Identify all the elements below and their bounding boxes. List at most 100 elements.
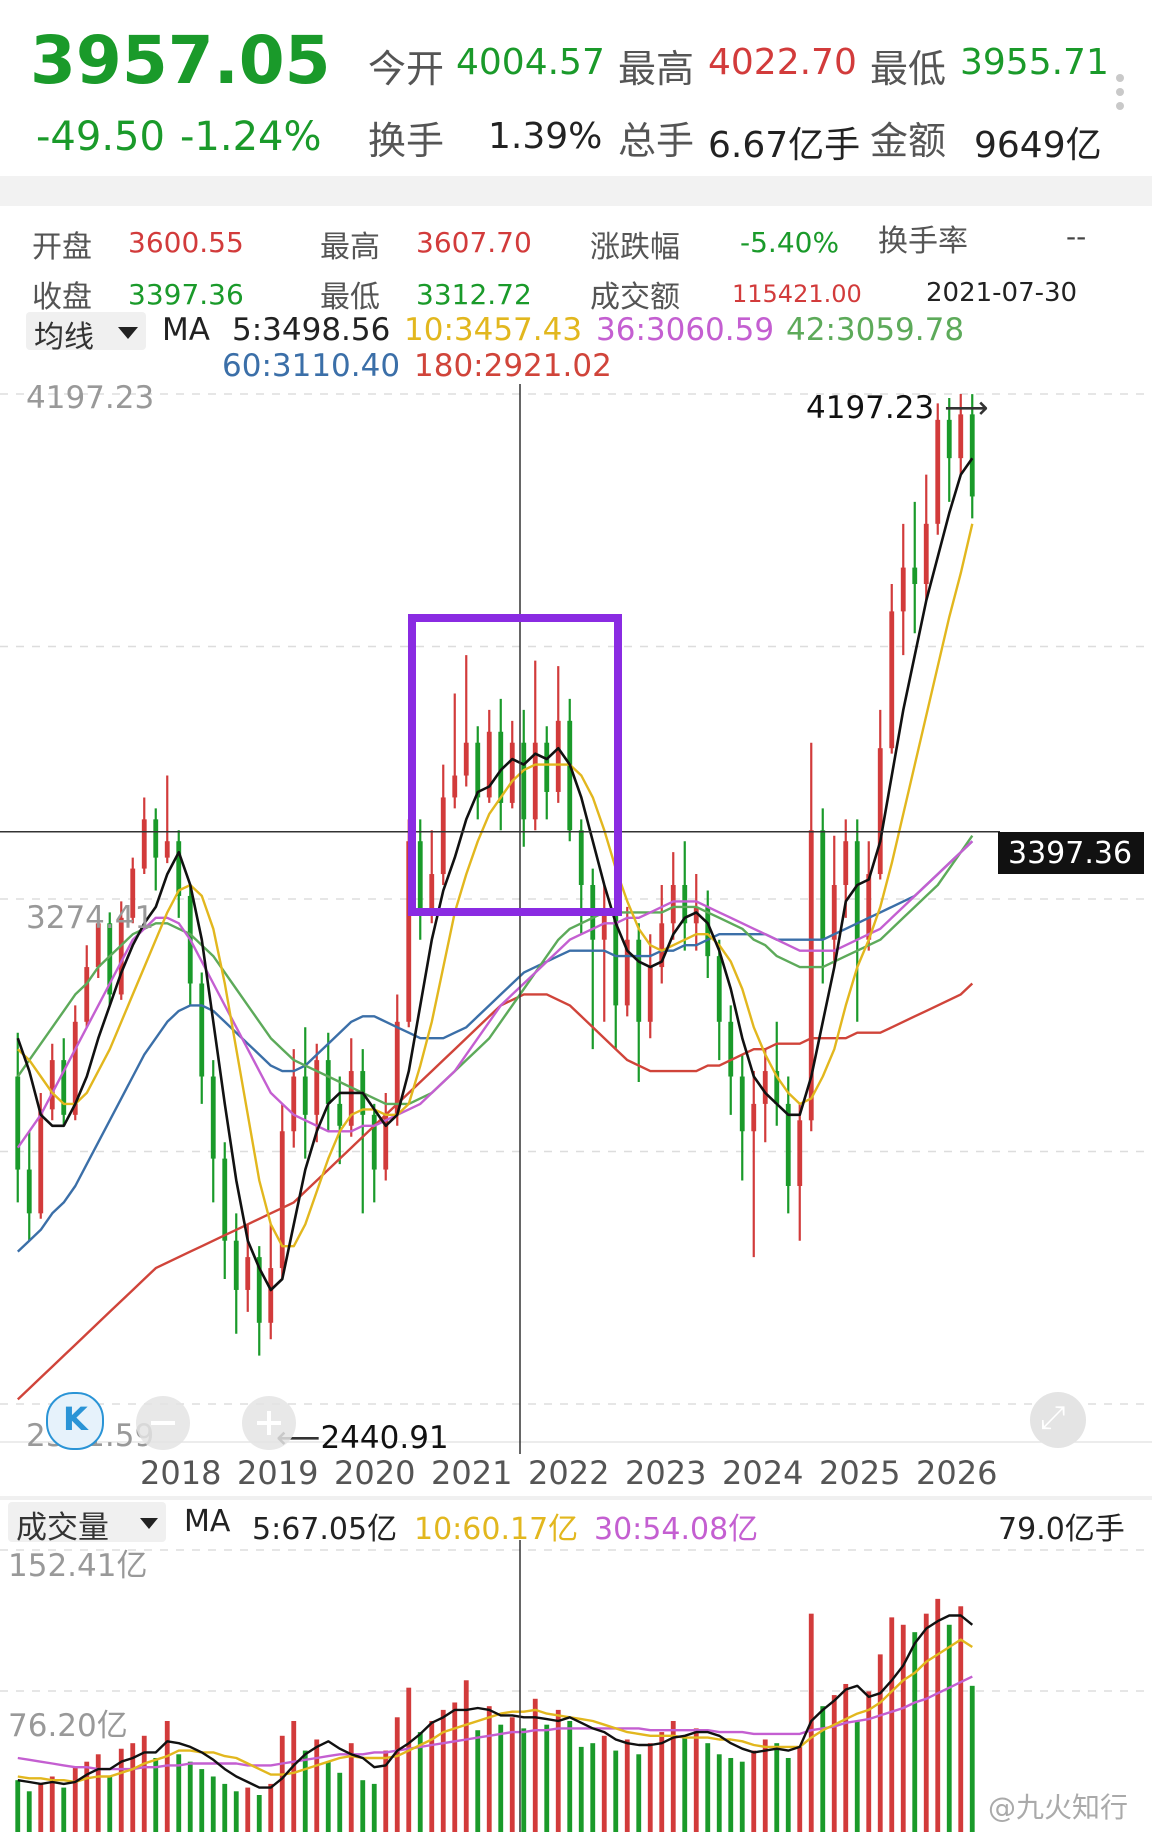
volume-bar <box>314 1739 320 1832</box>
candle-body <box>820 830 826 940</box>
volume-bar <box>958 1606 964 1832</box>
candle-body <box>969 414 975 497</box>
fullscreen-button[interactable]: ⤢ <box>1030 1392 1086 1448</box>
price-axis-mid: 3274.41 <box>26 900 155 936</box>
volume-bar <box>889 1617 895 1832</box>
zoom-in-button[interactable] <box>242 1396 296 1450</box>
vol-ma5-line <box>17 1614 974 1789</box>
watermark: @九火知行 <box>988 1791 1129 1824</box>
candle-body <box>958 414 964 459</box>
ma10-value: 10:3457.43 <box>404 312 583 348</box>
volume-bar <box>728 1757 734 1832</box>
amount-label: 金额 <box>870 119 947 163</box>
volume-bar <box>797 1746 803 1832</box>
candle-body <box>417 841 423 913</box>
volume-bar <box>601 1735 607 1832</box>
volume-bar <box>210 1776 216 1832</box>
volume-bar <box>417 1732 423 1832</box>
candle-body <box>877 748 883 875</box>
candle-body <box>716 956 722 1022</box>
candle-body <box>325 1060 331 1104</box>
highlight-box <box>408 614 622 916</box>
candle-body <box>176 841 182 896</box>
volume-bar <box>716 1754 722 1832</box>
candle-body <box>26 1169 32 1214</box>
bar-low-label: 最低 <box>320 280 380 315</box>
candle-body <box>521 742 527 820</box>
volume-bar <box>107 1776 113 1832</box>
volume-divider <box>0 1496 1152 1500</box>
candle-body <box>544 742 550 792</box>
candle-body <box>61 1060 67 1115</box>
candle-body <box>486 731 492 798</box>
bar-high-label: 最高 <box>320 230 380 265</box>
candle-body <box>567 720 573 831</box>
candle-body <box>199 983 205 1077</box>
candle-body <box>429 874 435 913</box>
candle-body <box>624 939 630 1006</box>
candle-body <box>900 567 906 612</box>
volume-bar <box>429 1720 435 1832</box>
candle-body <box>785 1103 791 1186</box>
bar-amount-label: 成交额 <box>590 280 680 315</box>
volume-bar <box>751 1750 757 1832</box>
volume-bar <box>84 1761 90 1832</box>
zoom-out-button[interactable] <box>136 1396 190 1450</box>
low-value: 3955.71 <box>960 42 1109 83</box>
volume-bar <box>394 1717 400 1832</box>
min-price-value: 2440.91 <box>320 1420 449 1456</box>
x-label: 2021 <box>431 1454 513 1492</box>
volume-selector[interactable]: 成交量 <box>8 1502 166 1546</box>
price-chart[interactable] <box>0 384 1152 1454</box>
vol-ma-prefix: MA <box>184 1504 231 1539</box>
candle-body <box>705 906 711 957</box>
candle-body <box>854 841 860 940</box>
volume-bar <box>118 1748 124 1832</box>
ma60-value: 60:3110.40 <box>222 348 401 384</box>
volume-bar <box>38 1783 44 1832</box>
volume-bar <box>935 1598 941 1832</box>
volume-bar <box>923 1613 929 1832</box>
turnover-value: 1.39% <box>488 116 603 157</box>
vol-ma30-line <box>17 1675 973 1771</box>
bar-turnover-value: -- <box>1066 220 1087 253</box>
bar-open-label: 开盘 <box>32 230 92 265</box>
volume-bar <box>141 1735 147 1832</box>
candle-body <box>498 731 504 803</box>
volume-label: 总手 <box>618 119 695 163</box>
volume-bar <box>325 1761 331 1832</box>
volume-value: 6.67亿手 <box>708 125 861 166</box>
candle-body <box>256 1257 262 1323</box>
x-axis: 2018 2019 2020 2021 2022 2023 2024 2025 … <box>0 1454 1152 1494</box>
volume-bar <box>670 1720 676 1832</box>
max-price-marker: 4197.23 ⟶ <box>806 390 989 426</box>
volume-bar <box>61 1787 67 1832</box>
bar-open-value: 3600.55 <box>128 226 244 259</box>
volume-bar <box>72 1767 78 1832</box>
volume-bar <box>624 1739 630 1832</box>
x-label: 2018 <box>140 1454 222 1492</box>
volume-chart[interactable] <box>0 1540 1152 1832</box>
more-menu-icon[interactable] <box>1116 74 1126 118</box>
ma-selector[interactable]: 均线 <box>26 312 146 355</box>
volume-bar <box>371 1783 377 1832</box>
volume-bar <box>245 1787 251 1832</box>
candle-body <box>636 939 642 1022</box>
ma42-value: 42:3059.78 <box>786 312 965 348</box>
high-value: 4022.70 <box>708 42 857 83</box>
candle-body <box>555 720 561 792</box>
x-label: 2024 <box>722 1454 804 1492</box>
volume-bar <box>187 1761 193 1832</box>
candle-body <box>337 1103 343 1126</box>
open-value: 4004.57 <box>456 42 605 83</box>
volume-bar <box>440 1709 446 1832</box>
amount-value: 9649亿 <box>974 125 1102 166</box>
volume-bar <box>854 1720 860 1832</box>
volume-bar <box>555 1709 561 1832</box>
k-line-icon[interactable]: K <box>46 1392 104 1450</box>
volume-bar <box>222 1783 228 1832</box>
volume-bar <box>463 1680 469 1832</box>
volume-bar <box>95 1754 101 1832</box>
x-label: 2023 <box>625 1454 707 1492</box>
volume-bar <box>900 1624 906 1832</box>
